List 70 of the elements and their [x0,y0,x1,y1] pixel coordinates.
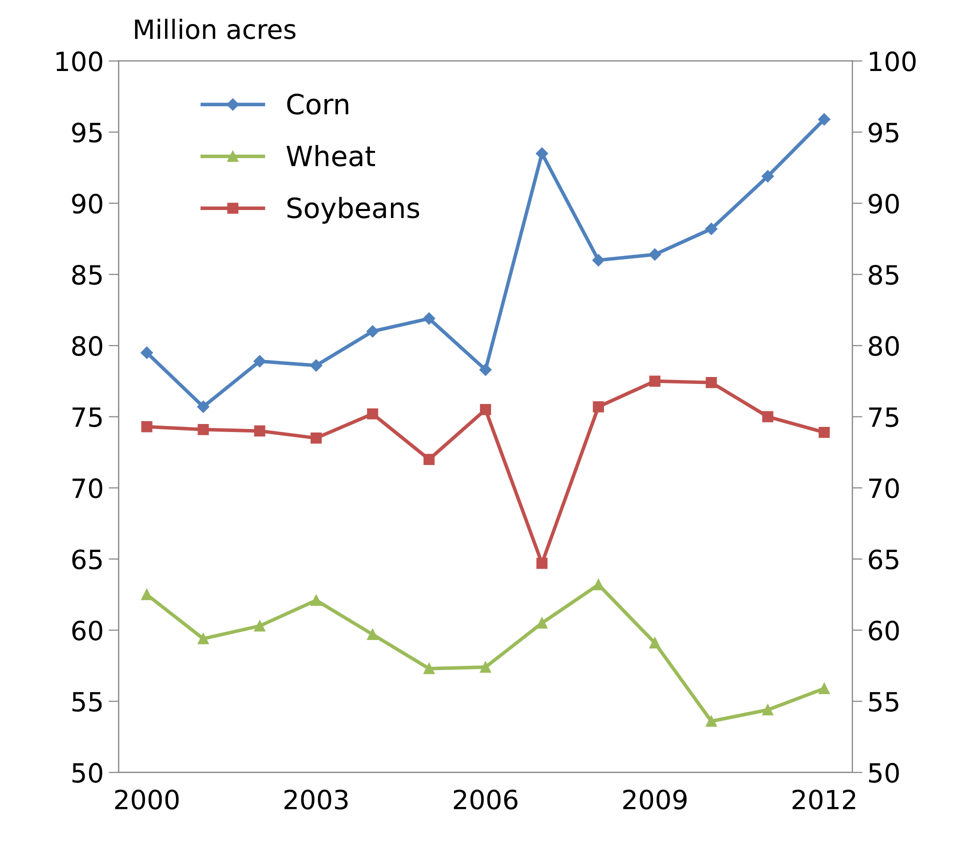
point [366,325,379,338]
point [422,312,436,325]
y-tick-label: 95 [72,122,102,143]
point [592,254,605,266]
y-tick-label: 75 [72,408,102,428]
legend-label: Soybeans [287,196,420,224]
point [706,377,717,388]
y-tick-label: 60 [72,620,102,641]
point [480,662,492,673]
y-tick-label: 80 [72,336,102,356]
x-tick-label: 2012 [792,790,856,810]
y-axis-title: Million acres [135,18,296,40]
y-tick-label: 70 [72,478,102,498]
point [818,113,830,126]
point [818,426,830,438]
point [592,579,604,590]
point [706,716,717,727]
y2-tick-label: 100 [870,51,916,72]
y-tick-label: 50 [72,762,102,783]
point [479,364,492,376]
y2-tick-label: 50 [869,762,899,783]
point [762,170,774,182]
point [536,558,548,569]
point [592,401,604,412]
point [762,704,774,716]
y2-tick-label: 70 [869,478,899,498]
x-tick-label: 2003 [284,790,348,810]
point [254,620,266,632]
y2-tick-label: 90 [868,194,899,214]
y2-tick-label: 75 [869,408,898,428]
point [480,404,492,416]
legend-label: Corn [287,94,348,115]
point [254,355,266,368]
point [536,147,548,160]
point [141,589,152,600]
x-tick-label: 2009 [623,790,687,810]
point [141,421,152,432]
point [197,400,210,413]
legend-label: Wheat [286,144,376,166]
y2-tick-label: 55 [869,692,898,712]
point [310,594,322,606]
point [424,454,435,465]
point [198,633,209,644]
y2-tick-label: 95 [868,122,898,143]
y-tick-label: 100 [56,51,102,72]
y2-tick-label: 80 [868,336,899,356]
point [649,637,660,649]
point [254,425,266,437]
y2-tick-label: 85 [868,264,898,285]
y-tick-label: 90 [72,194,102,214]
point [310,359,322,372]
point [198,424,209,436]
point [424,663,435,674]
point [648,248,661,261]
y2-tick-label: 65 [868,549,898,570]
x-tick-label: 2000 [115,790,179,810]
y-tick-label: 85 [72,264,102,285]
point [649,376,660,387]
y-tick-label: 65 [72,549,102,570]
point [536,617,548,629]
point [310,432,322,444]
point [140,346,153,359]
y-tick-label: 55 [72,692,102,712]
x-tick-label: 2006 [454,790,518,810]
point [762,411,774,422]
point [818,682,830,694]
point [367,408,378,420]
y2-tick-label: 60 [868,620,899,641]
point [705,222,718,235]
point [367,628,378,640]
